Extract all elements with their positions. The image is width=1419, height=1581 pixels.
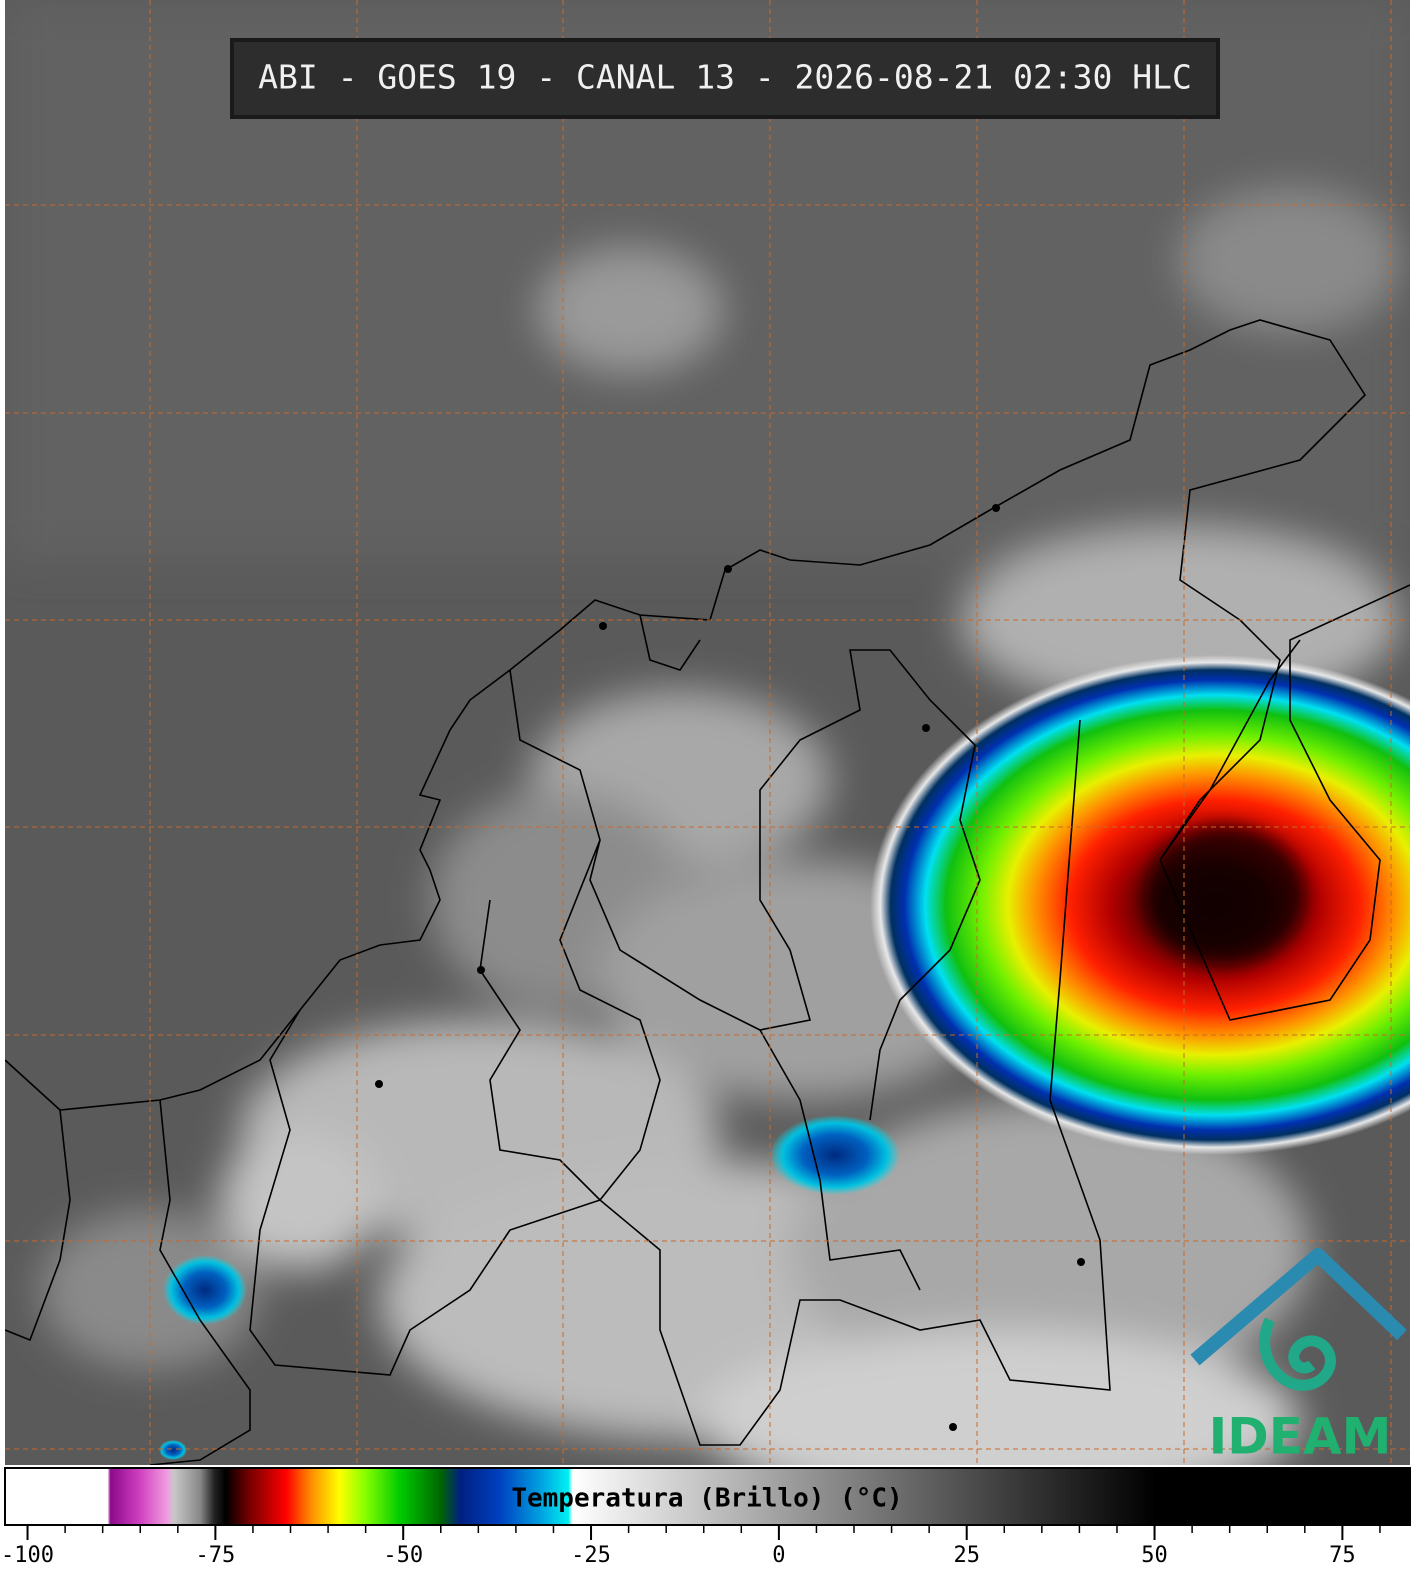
tick-label: -75 bbox=[195, 1543, 235, 1568]
storm-core bbox=[1145, 825, 1305, 965]
tick-label: -100 bbox=[1, 1543, 54, 1568]
title-box bbox=[230, 38, 1220, 119]
logo-text: IDEAM bbox=[1209, 1408, 1392, 1466]
tick-label: 0 bbox=[772, 1543, 785, 1568]
tick-label: 50 bbox=[1141, 1543, 1168, 1568]
logo: IDEAM bbox=[1190, 1248, 1407, 1466]
colorbar-label: Temperatura (Brillo) (°C) bbox=[511, 1484, 902, 1514]
colorbar bbox=[4, 1467, 1411, 1526]
storm-cloud-top bbox=[870, 655, 1410, 1155]
tick-label: -50 bbox=[383, 1543, 423, 1568]
tick-label: 75 bbox=[1329, 1543, 1356, 1568]
boundaries bbox=[5, 319, 1410, 1465]
title: ABI - GOES 19 - CANAL 13 - 2026-08-21 02… bbox=[258, 58, 1192, 97]
map: IDEAM bbox=[5, 0, 1410, 1466]
cold-cloud bbox=[163, 1255, 247, 1325]
colorbar-axis: -100 -75 -50 -25 0 25 50 75 bbox=[1, 1526, 1381, 1568]
tick-label: -25 bbox=[571, 1543, 611, 1568]
graticule bbox=[5, 0, 1410, 1465]
cold-cloud bbox=[770, 1115, 900, 1195]
tick-label: 25 bbox=[953, 1543, 980, 1568]
cold-cloud bbox=[159, 1440, 187, 1460]
city-markers bbox=[375, 504, 1085, 1431]
